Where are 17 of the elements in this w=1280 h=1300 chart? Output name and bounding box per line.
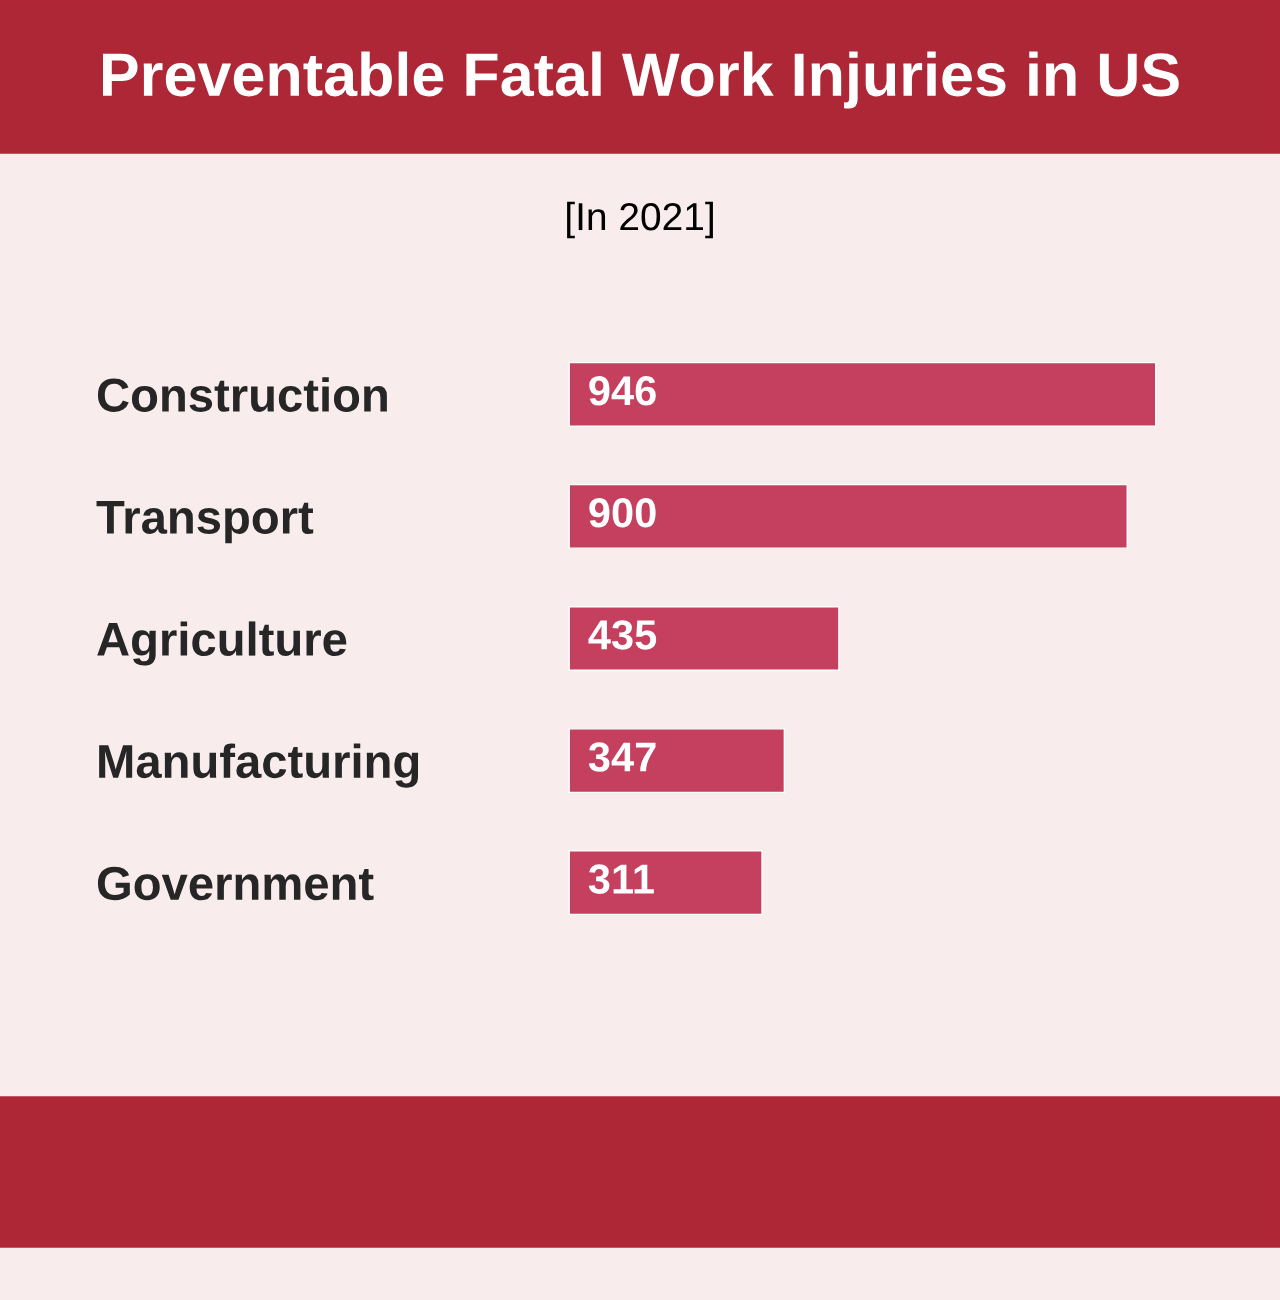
- bar: [568, 483, 1128, 549]
- chart-title: Preventable Fatal Work Injuries in US: [102, 51, 1179, 109]
- y-tick-label: Construction: [97, 377, 387, 412]
- data-label: 347: [588, 742, 656, 772]
- y-tick-label: Agriculture: [97, 621, 347, 666]
- bar: [568, 728, 786, 794]
- chart-subtitle: [In 2021]: [567, 201, 713, 239]
- y-tick-label: Transport: [96, 501, 314, 544]
- bar: [568, 361, 1157, 427]
- data-label: 435: [588, 620, 657, 650]
- data-label: 946: [589, 376, 656, 406]
- data-label: 311: [588, 864, 654, 894]
- data-label: 900: [589, 498, 656, 528]
- y-tick-label: Government: [97, 866, 374, 901]
- bar: [568, 850, 763, 916]
- bar: [568, 606, 840, 671]
- y-tick-label: Manufacturing: [99, 743, 419, 788]
